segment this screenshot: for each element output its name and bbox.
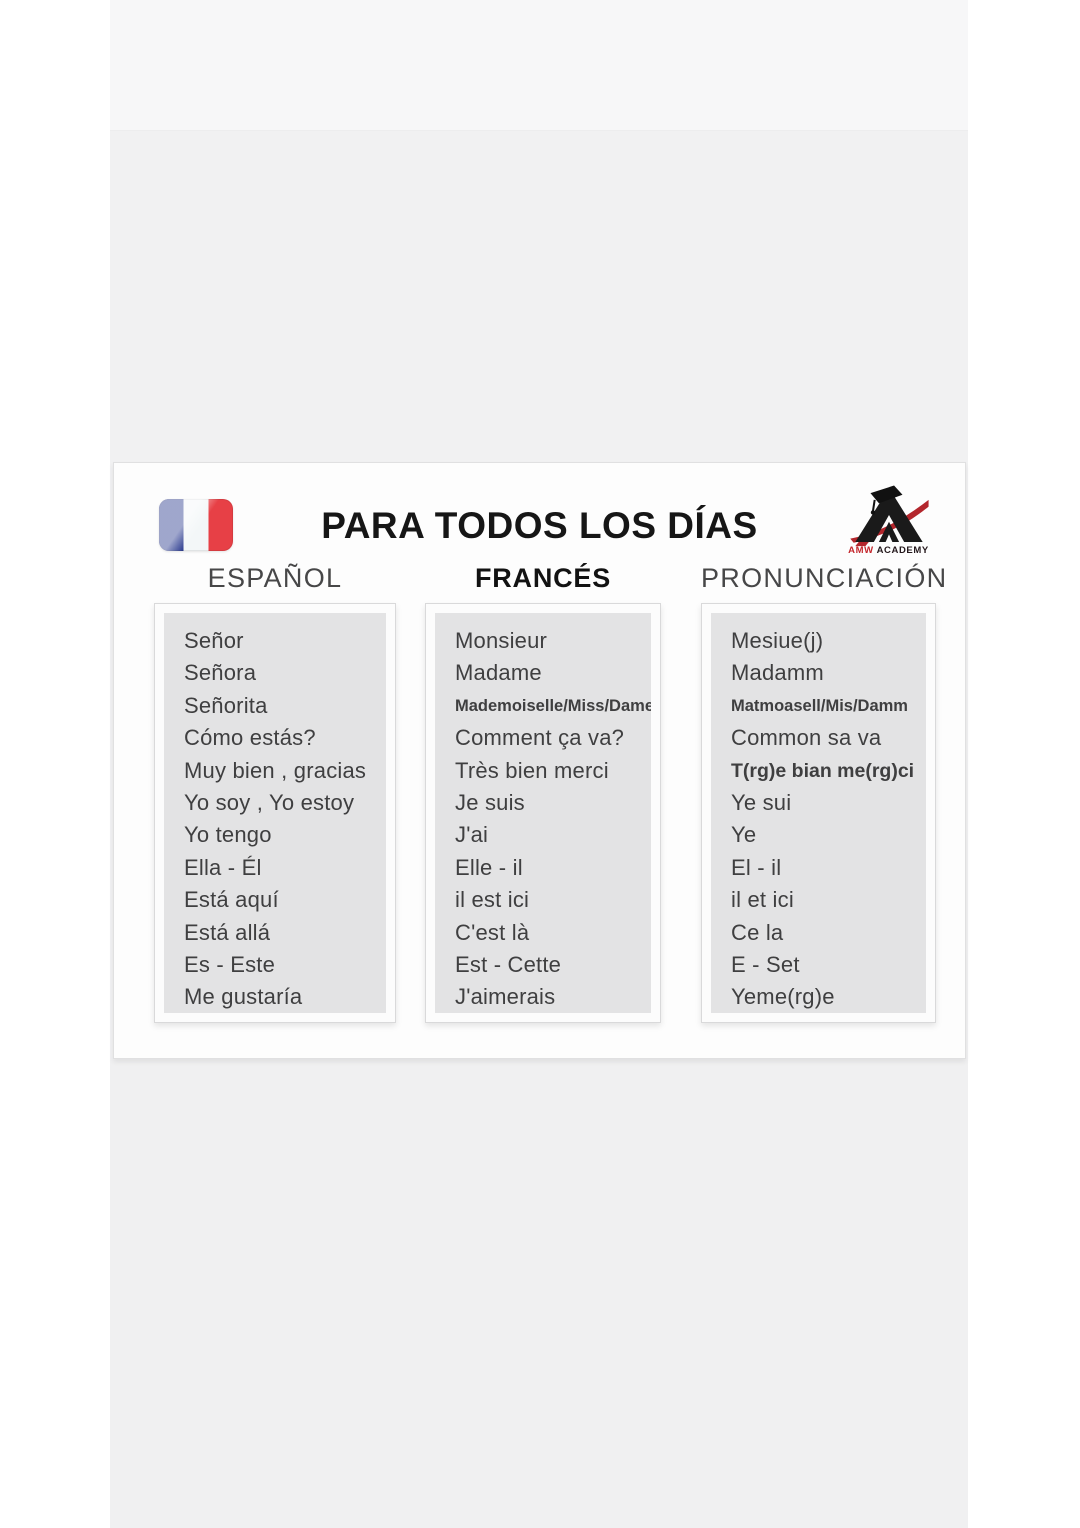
amw-academy-logo: AMW ACADEMY: [841, 483, 936, 556]
background-bottom-strip: [110, 1060, 968, 1528]
list-item: Madamm: [731, 660, 824, 686]
page-title: PARA TODOS LOS DÍAS: [321, 505, 758, 546]
list-item: Ye sui: [731, 790, 792, 816]
column-header-pronunciacion: PRONUNCIACIÓN: [701, 563, 948, 593]
list-item: Me gustaría: [184, 984, 303, 1010]
list-item: J'aimerais: [455, 984, 556, 1010]
list-item: il est ici: [455, 887, 530, 913]
list-espanol: Señor Señora Señorita Cómo estás? Muy bien ,…: [164, 613, 386, 1013]
list-item: Está allá: [184, 919, 271, 945]
list-item: Cómo estás?: [184, 725, 316, 751]
background-top-strip: [110, 0, 968, 131]
list-item: il et ici: [731, 887, 794, 913]
list-item: Muy bien , gracias: [184, 757, 367, 783]
list-item: Monsieur: [455, 628, 548, 653]
list-item: Elle - il: [455, 854, 523, 880]
logo-text-academy: ACADEMY: [876, 545, 929, 556]
list-item: Es - Este: [184, 952, 276, 978]
list-pronunciacion: Mesiue(j) Madamm Matmoasell/Mis/Damm Common…: [711, 613, 926, 1013]
column-header-espanol: ESPAÑOL: [207, 563, 343, 593]
list-item: Mesiue(j): [731, 628, 824, 653]
amw-academy-wordmark: AMW ACADEMY: [841, 545, 936, 556]
vocab-card: PARA TODOS LOS DÍAS AMW ACADEMY ESPAÑOL …: [113, 462, 966, 1059]
list-item: Est - Cette: [455, 952, 562, 978]
list-item: Comment ça va?: [455, 725, 625, 751]
graduation-a-icon: [849, 485, 929, 547]
list-item: E - Set: [731, 952, 800, 978]
list-item: Je suis: [455, 790, 525, 816]
list-item: Madame: [455, 660, 542, 686]
list-item: C'est là: [455, 919, 530, 945]
list-frances: Monsieur Madame Mademoiselle/Miss/Dame Comm…: [435, 613, 651, 1013]
list-item: Très bien merci: [455, 757, 609, 783]
column-header-frances: FRANCÉS: [474, 563, 612, 593]
list-item: Ye: [731, 822, 757, 848]
panel-espanol: Señor Señora Señorita Cómo estás? Muy bien ,…: [154, 603, 396, 1023]
list-item: Está aquí: [184, 887, 279, 913]
panel-pronunciacion: Mesiue(j) Madamm Matmoasell/Mis/Damm Common…: [701, 603, 936, 1023]
list-item: Mademoiselle/Miss/Dame: [455, 696, 651, 715]
list-item: Señorita: [184, 692, 268, 718]
list-item: El - il: [731, 854, 782, 880]
list-item: Ce la: [731, 919, 784, 945]
logo-text-amw: AMW: [848, 545, 874, 556]
list-item: T(rg)e bian me(rg)ci: [731, 759, 915, 782]
list-item: J'ai: [455, 822, 489, 848]
list-item: Matmoasell/Mis/Damm: [731, 696, 908, 715]
list-item: Yeme(rg)e: [731, 984, 835, 1010]
france-flag-icon: [159, 499, 233, 551]
list-item: Ella - Él: [184, 854, 262, 880]
list-item: Common sa va: [731, 725, 882, 751]
panel-frances: Monsieur Madame Mademoiselle/Miss/Dame Comm…: [425, 603, 661, 1023]
list-item: Yo tengo: [184, 822, 272, 848]
list-item: Yo soy , Yo estoy: [184, 790, 355, 816]
list-item: Señor: [184, 628, 244, 653]
list-item: Señora: [184, 660, 257, 686]
